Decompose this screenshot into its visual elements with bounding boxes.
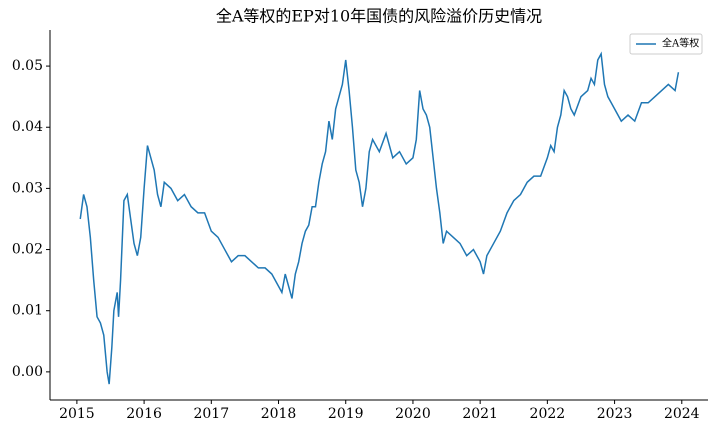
legend-label: 全A等权 [662, 37, 699, 50]
x-tick-label: 2015 [59, 406, 95, 422]
line-series [79, 51, 680, 385]
x-tick-label: 2017 [193, 406, 229, 422]
y-tick-label: 0.04 [12, 119, 43, 135]
x-tick-label: 2018 [261, 406, 297, 422]
y-tick-label: 0.01 [12, 303, 43, 319]
x-tick-label: 2020 [395, 406, 431, 422]
y-tick-label: 0.02 [12, 242, 43, 258]
x-tick-label: 2024 [664, 406, 700, 422]
y-tick-label: 0.05 [12, 58, 43, 74]
x-tick-label: 2023 [597, 406, 633, 422]
legend-box [629, 33, 703, 55]
x-tick-label: 2016 [126, 406, 162, 422]
y-tick-label: 0.03 [12, 180, 43, 196]
x-tick-label: 2022 [530, 406, 566, 422]
x-tick-label: 2021 [462, 406, 498, 422]
y-tick-label: 0.00 [12, 364, 43, 380]
chart-title: 全A等权的EP对10年国债的风险溢价历史情况 [216, 7, 542, 26]
x-tick-label: 2019 [328, 406, 364, 422]
